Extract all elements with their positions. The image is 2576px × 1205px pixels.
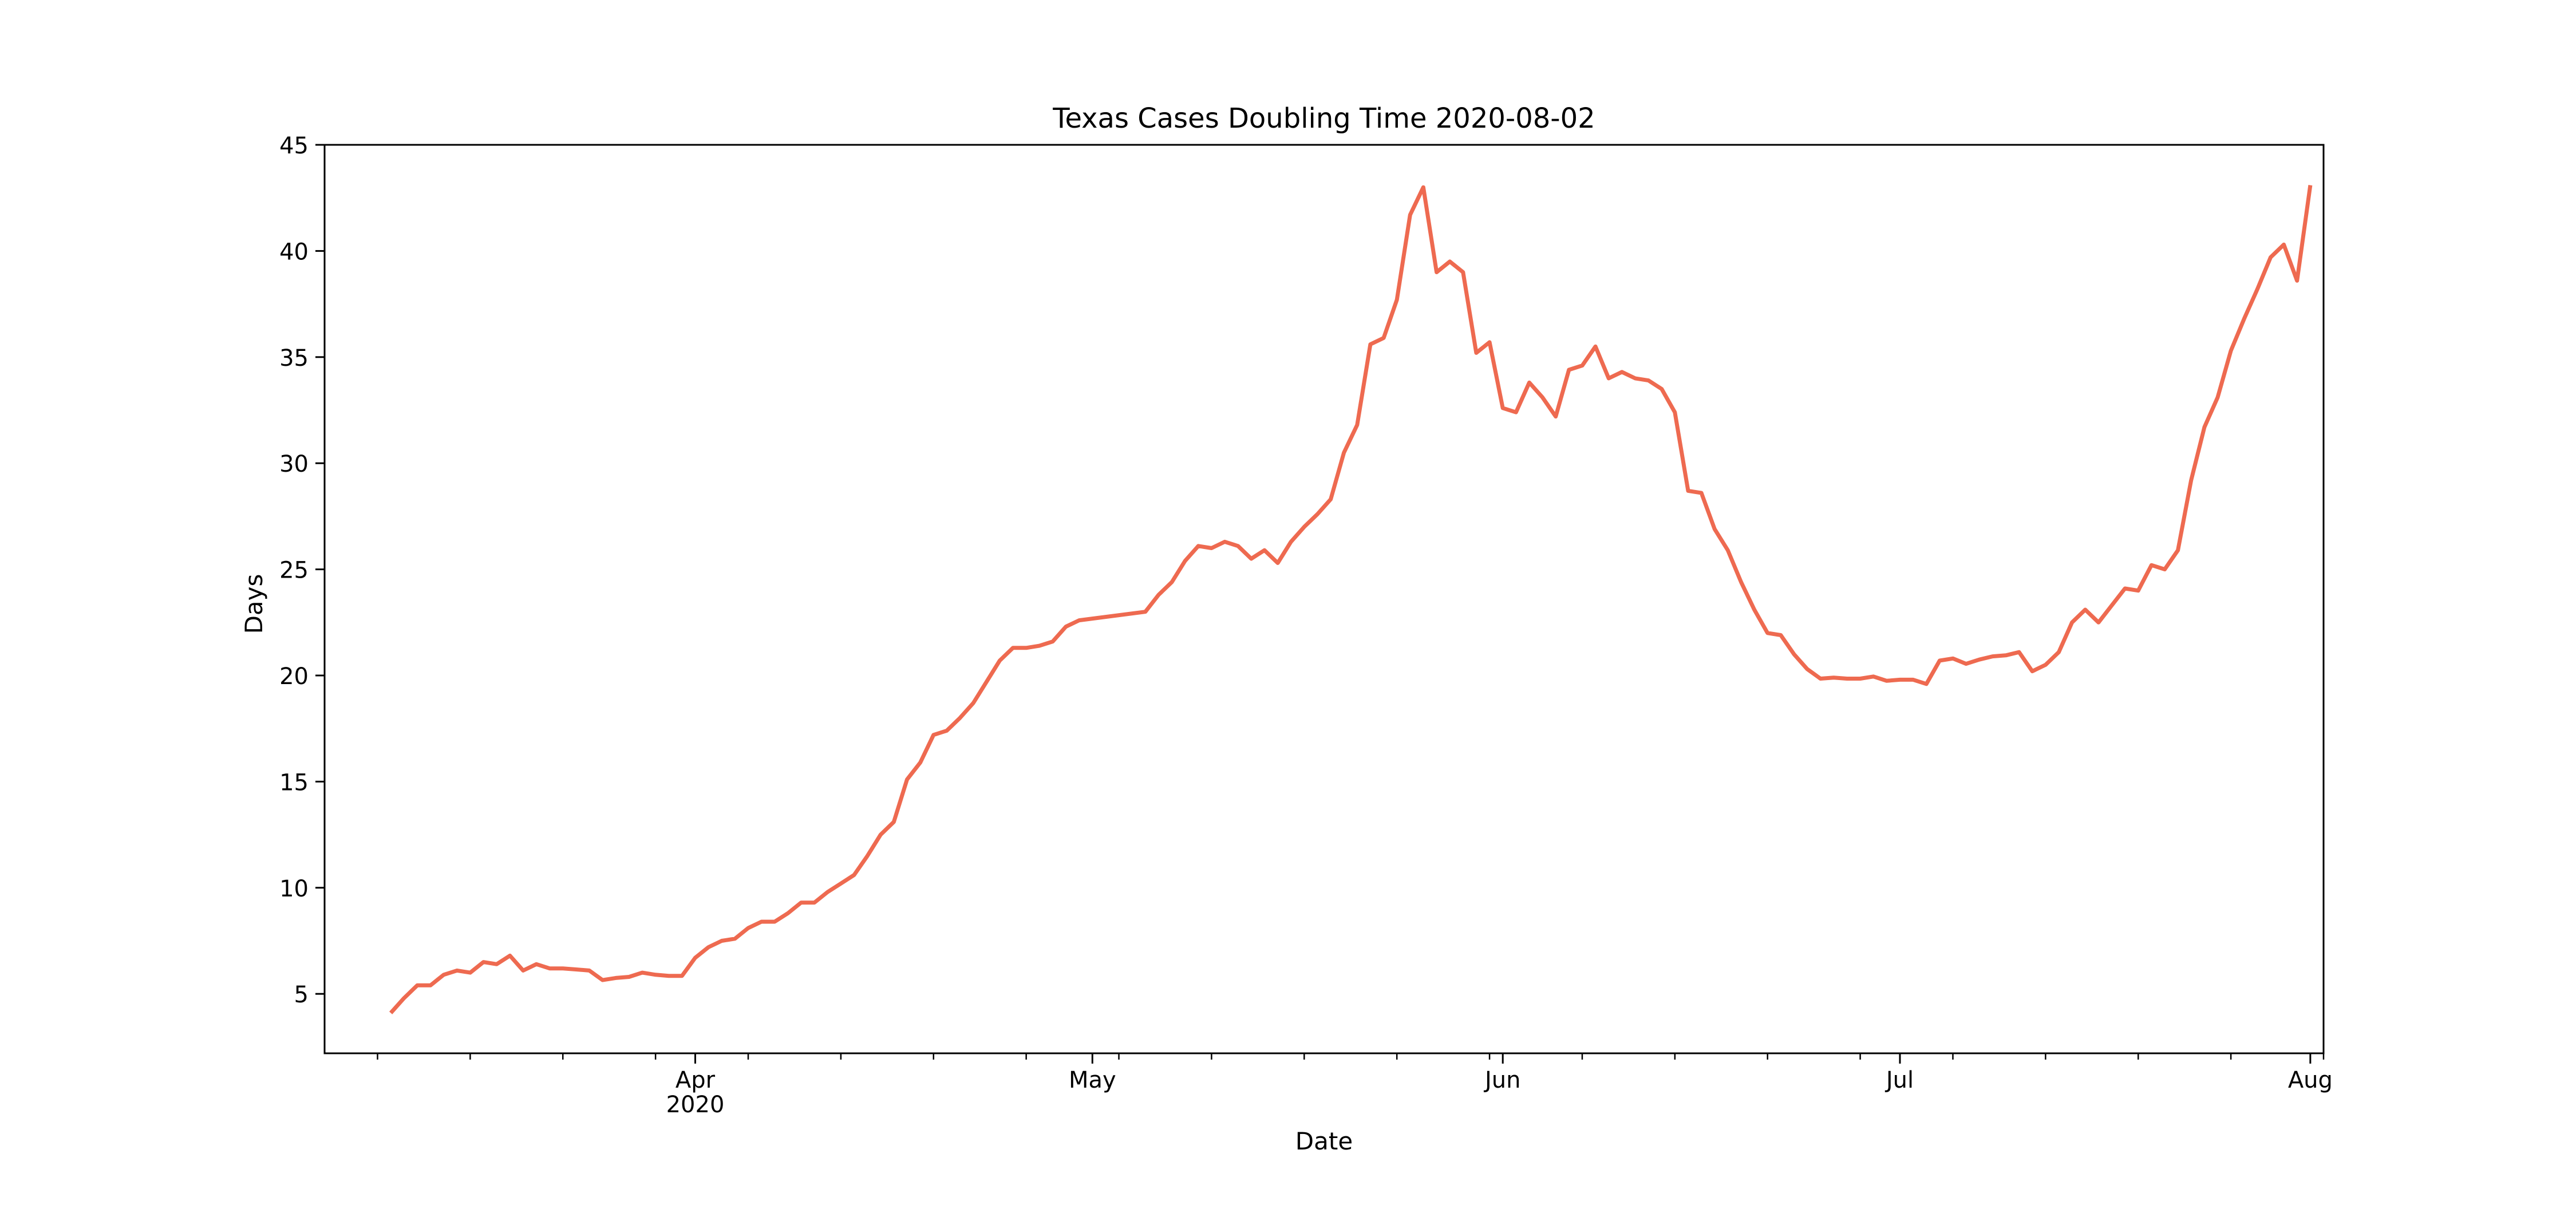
series-layer bbox=[389, 185, 2313, 1014]
y-tick-label: 15 bbox=[279, 769, 309, 796]
x-tick-sublabel: 2020 bbox=[666, 1092, 725, 1118]
y-tick-label: 35 bbox=[279, 345, 309, 372]
x-tick-label: Jul bbox=[1884, 1067, 1914, 1093]
x-tick-label: Aug bbox=[2288, 1067, 2333, 1093]
x-tick-label: Apr bbox=[675, 1067, 716, 1093]
y-axis-label: Days bbox=[240, 574, 268, 634]
y-tick-label: 45 bbox=[279, 133, 309, 159]
chart-title: Texas Cases Doubling Time 2020-08-02 bbox=[1052, 102, 1595, 135]
y-tick-label: 25 bbox=[279, 558, 309, 584]
y-tick-label: 40 bbox=[279, 239, 309, 265]
x-tick-label: Jun bbox=[1483, 1067, 1521, 1093]
series-line bbox=[389, 185, 2313, 1014]
plot-frame bbox=[323, 144, 2325, 1054]
y-tick-label: 10 bbox=[279, 876, 309, 902]
y-tick-label: 5 bbox=[294, 982, 309, 1008]
y-tick-label: 30 bbox=[279, 451, 309, 477]
x-axis-label: Date bbox=[1295, 1127, 1353, 1155]
x-tick-label: May bbox=[1069, 1067, 1116, 1093]
y-tick-label: 20 bbox=[279, 663, 309, 690]
